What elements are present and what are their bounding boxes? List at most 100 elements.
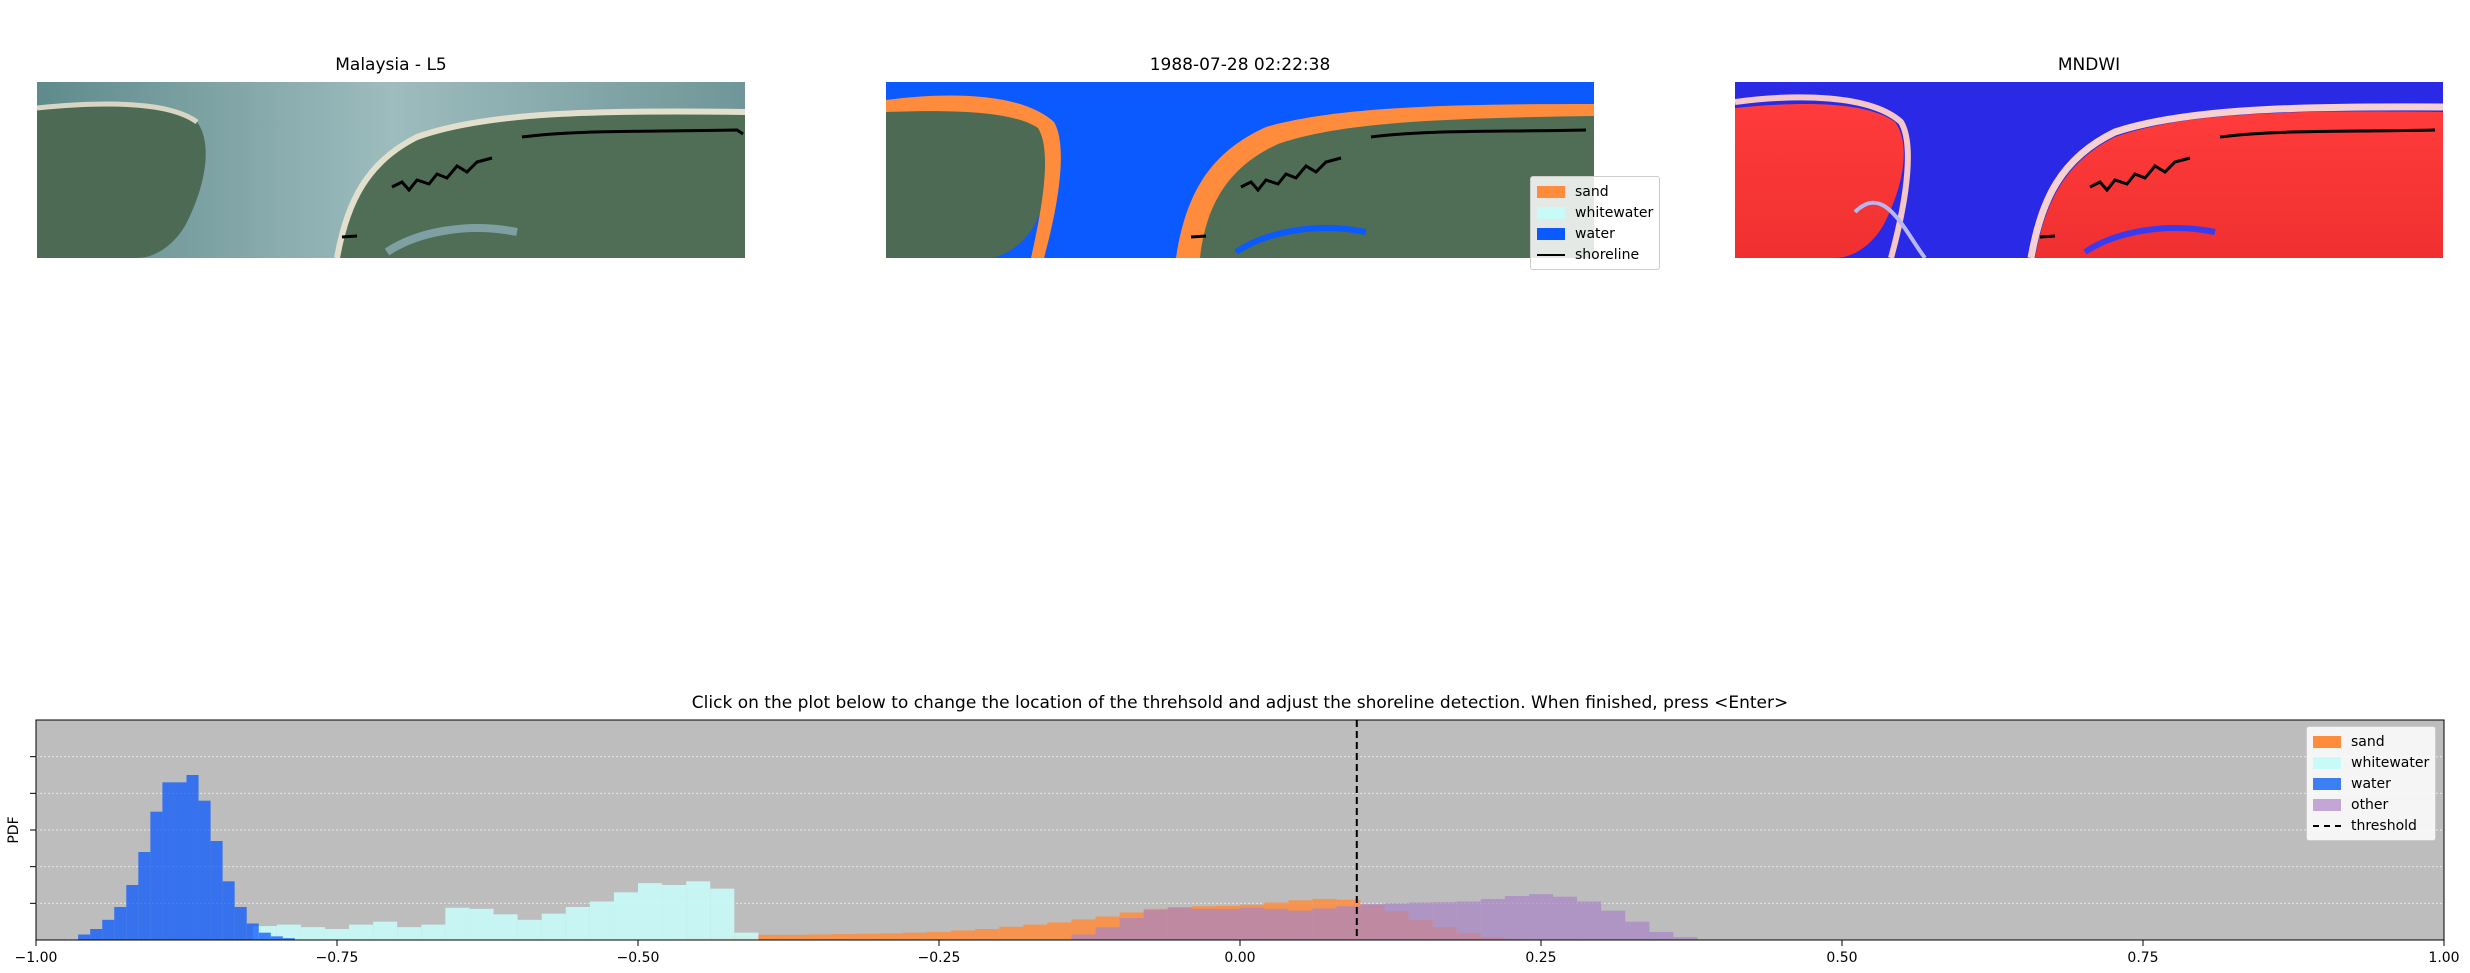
water-bar (258, 932, 271, 940)
legend-label: shoreline (1575, 246, 1640, 263)
x-tick-label: 1.00 (2428, 950, 2459, 966)
whitewater-bar (589, 901, 614, 940)
whitewater-bar (276, 924, 301, 940)
other-bar (1288, 910, 1313, 940)
x-tick-label: 0.75 (2127, 950, 2158, 966)
other-bar (1119, 918, 1144, 940)
sand-bar (926, 931, 952, 940)
legend-label: whitewater (2351, 754, 2430, 771)
sand-bar (999, 926, 1024, 940)
other-bar (1480, 898, 1505, 940)
whitewater-bar (686, 881, 711, 940)
sand-bar (758, 934, 783, 940)
rgb-panel-title: Malaysia - L5 (335, 55, 447, 75)
other-bar (1504, 896, 1529, 940)
whitewater-bar (493, 914, 518, 940)
sand-bar (975, 929, 1000, 940)
other-bar (1167, 907, 1192, 940)
whitewater-bar (734, 932, 759, 940)
whitewater-bar (349, 924, 374, 940)
sand-bar (854, 933, 879, 940)
sand-bar (878, 933, 903, 940)
whitewater-bar (324, 929, 350, 940)
water-swatch (1537, 227, 1565, 240)
other-bar (1191, 908, 1216, 940)
mndwi-image (1735, 82, 2443, 258)
rgb-image (37, 82, 745, 258)
legend-item-sand: sand (2313, 731, 2429, 752)
water-bar (150, 811, 163, 940)
water-bar (162, 782, 175, 940)
other-bar (1143, 909, 1168, 940)
legend-label: whitewater (1575, 204, 1654, 221)
water-bar (174, 782, 187, 940)
other-bar (1408, 902, 1433, 940)
whitewater-bar (397, 927, 422, 940)
shoreline-line (1537, 253, 1565, 256)
other-bar (1312, 908, 1337, 940)
other-bar (1095, 927, 1120, 940)
water-swatch (2313, 777, 2341, 790)
whitewater-swatch (2313, 756, 2341, 769)
water-bar (246, 923, 259, 940)
water-bar (222, 881, 235, 940)
other-swatch (2313, 798, 2341, 811)
histogram-title: Click on the plot below to change the lo… (691, 693, 1789, 713)
mndwi-panel-title: MNDWI (2057, 55, 2121, 75)
x-tick-label: 0.25 (1525, 950, 1556, 966)
whitewater-bar (710, 888, 735, 940)
whitewater-bar (445, 907, 470, 940)
other-bar (1264, 908, 1289, 940)
whitewater-swatch (1537, 206, 1565, 219)
whitewater-bar (373, 921, 398, 940)
sand-bar (1023, 924, 1048, 940)
legend-item-water: water (2313, 773, 2429, 794)
threshold-line-sample (2313, 824, 2341, 827)
whitewater-bar (517, 919, 542, 940)
other-bar (1071, 934, 1096, 940)
legend-label: water (2351, 775, 2391, 792)
water-bar (126, 885, 139, 940)
whitewater-bar (662, 885, 687, 940)
water-bar (234, 907, 247, 940)
water-bar (114, 907, 127, 940)
other-bar (1577, 901, 1602, 940)
water-bar (78, 934, 91, 940)
whitewater-bar (541, 913, 566, 940)
legend-label: threshold (2351, 817, 2417, 834)
other-bar (1240, 907, 1265, 940)
histogram-legend: sand whitewater water other threshold (2306, 726, 2437, 841)
classified-image (886, 82, 1594, 258)
sand-bar (951, 930, 976, 940)
legend-item-water: water (1537, 223, 1653, 244)
legend-item-threshold: threshold (2313, 815, 2429, 836)
x-tick-label: −1.00 (15, 950, 58, 966)
whitewater-bar (469, 908, 494, 940)
x-tick-label: 0.50 (1826, 950, 1857, 966)
water-bar (282, 938, 295, 940)
legend-label: other (2351, 796, 2389, 813)
sand-bar (1047, 922, 1072, 940)
other-bar (1360, 904, 1385, 940)
sand-bar (782, 934, 807, 940)
legend-item-whitewater: whitewater (1537, 202, 1653, 223)
water-bar (210, 841, 223, 940)
x-tick-label: 0.00 (1224, 950, 1255, 966)
x-tick-label: −0.75 (316, 950, 359, 966)
sand-swatch (1537, 185, 1565, 198)
water-bar (198, 800, 211, 940)
sand-bar (902, 932, 927, 940)
legend-label: sand (1575, 183, 1609, 200)
other-bar (1553, 896, 1578, 940)
y-axis-label: PDF (6, 816, 22, 843)
legend-item-sand: sand (1537, 181, 1653, 202)
x-tick-label: −0.25 (918, 950, 961, 966)
legend-item-other: other (2313, 794, 2429, 815)
x-tick-label: −0.50 (617, 950, 660, 966)
legend-label: sand (2351, 733, 2385, 750)
other-bar (1649, 931, 1674, 940)
water-bar (138, 852, 151, 940)
whitewater-bar (421, 924, 446, 940)
whitewater-bar (565, 907, 590, 940)
